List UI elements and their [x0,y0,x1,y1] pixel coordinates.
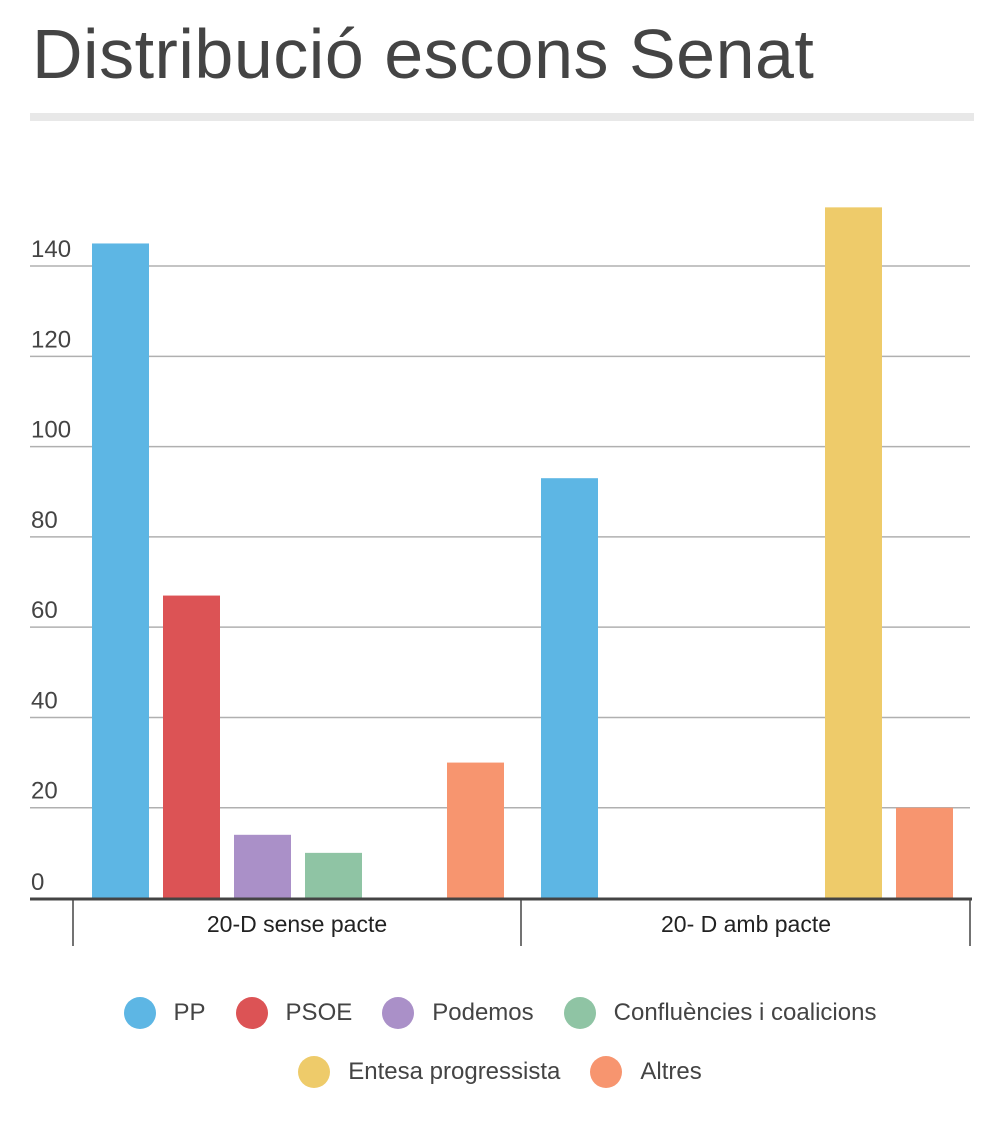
legend-swatch-entesa [298,1056,331,1088]
y-tick-label-20: 20 [31,778,58,805]
legend-swatch-confluencies [563,997,596,1029]
bar-altres-2 [896,807,953,898]
y-tick-label-100: 100 [31,417,71,444]
y-tick-label-60: 60 [31,597,58,624]
legend-swatch-podemos [382,997,415,1029]
bar-podemos-1 [234,834,291,898]
x-category-label-1: 20-D sense pacte [207,911,387,937]
legend-item-podemos: Podemos [382,997,534,1029]
bar-pp-1 [92,243,149,899]
x-category-label-2: 20- D amb pacte [661,911,831,937]
legend-swatch-psoe [235,997,268,1029]
legend-label-podemos: Podemos [432,999,534,1026]
legend-label-entesa: Entesa progressista [348,1058,561,1085]
legend-label-altres: Altres [640,1058,702,1085]
legend-label-pp: PP [173,999,206,1026]
y-tick-label-140: 140 [31,236,71,263]
legend-swatch-pp [123,997,156,1029]
legend-row-1: PP PSOE Podemos Confluències i coalicion… [0,990,1000,1036]
legend-item-psoe: PSOE [235,997,353,1029]
legend-item-pp: PP [123,997,206,1029]
legend: PP PSOE Podemos Confluències i coalicion… [0,990,1000,1108]
bar-altres-1 [447,762,504,898]
legend-item-confluencies: Confluències i coalicions [563,997,877,1029]
bar-entesa-progressista-2 [825,207,882,898]
y-tick-label-40: 40 [31,687,58,714]
bar-psoe-1 [163,595,220,898]
legend-item-entesa: Entesa progressista [298,1056,560,1088]
y-tick-label-80: 80 [31,507,58,534]
chart-title: Distribució escons Senat [32,15,815,93]
legend-label-psoe: PSOE [285,999,353,1026]
bar-confluencies-i-coalicions-1 [305,852,362,898]
legend-label-confluencies: Confluències i coalicions [613,999,877,1026]
title-divider [30,113,974,121]
legend-swatch-altres [590,1056,623,1088]
legend-row-2: Entesa progressista Altres [0,1049,1000,1095]
bar-chart: 0 20 40 60 80 100 120 140 20-D sense pacte 20- D … [30,207,972,946]
y-tick-label-0: 0 [31,869,44,896]
bar-pp-2 [541,478,598,898]
y-tick-label-120: 120 [31,326,71,353]
legend-item-altres: Altres [590,1056,702,1088]
